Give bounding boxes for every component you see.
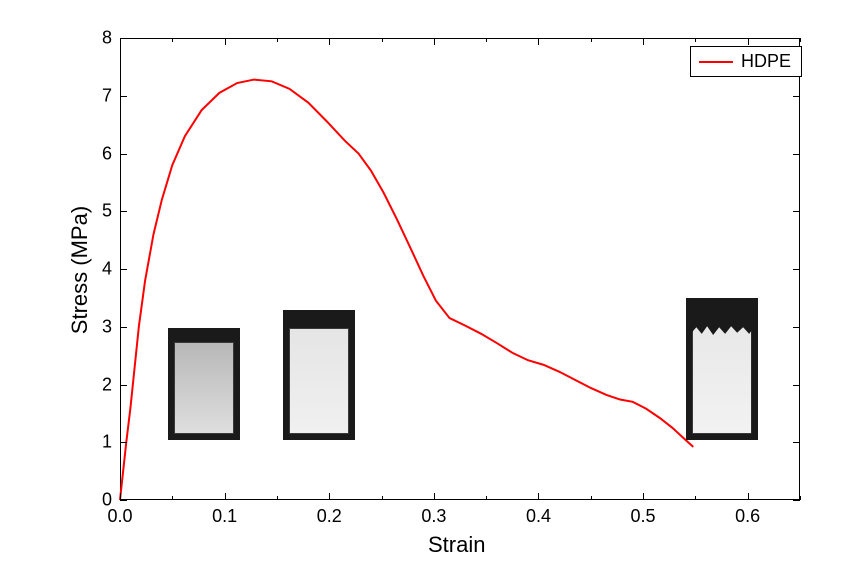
x-axis-label: Strain [428, 532, 485, 558]
inset-sample-3 [692, 324, 752, 434]
legend-line [699, 61, 733, 63]
y-tick-label: 4 [92, 259, 112, 280]
x-tick-mark-top [120, 38, 121, 45]
y-tick-label: 5 [92, 201, 112, 222]
x-minor-tick-top [486, 38, 487, 42]
x-minor-tick [277, 496, 278, 500]
x-tick-mark [225, 493, 226, 500]
x-minor-tick [800, 496, 801, 500]
x-minor-tick [382, 496, 383, 500]
y-tick-mark-right [793, 500, 800, 501]
y-tick-mark-right [793, 211, 800, 212]
y-axis-label: Stress (MPa) [67, 200, 93, 340]
y-tick-mark [120, 269, 127, 270]
x-minor-tick [486, 496, 487, 500]
legend: HDPE [690, 46, 802, 77]
legend-label: HDPE [741, 51, 791, 72]
y-tick-mark [120, 211, 127, 212]
x-tick-mark-top [538, 38, 539, 45]
inset-photo-3 [686, 298, 758, 440]
x-tick-mark-top [225, 38, 226, 45]
chart-container: HDPE Strain Stress (MPa) 0.00.10.20.30.4… [0, 0, 867, 587]
y-tick-mark [120, 38, 127, 39]
y-tick-mark-right [793, 154, 800, 155]
x-minor-tick-top [382, 38, 383, 42]
y-tick-mark-right [793, 327, 800, 328]
x-tick-mark [643, 493, 644, 500]
y-tick-mark [120, 442, 127, 443]
x-tick-label: 0.1 [212, 506, 237, 527]
y-tick-label: 1 [92, 432, 112, 453]
x-minor-tick-top [172, 38, 173, 42]
x-minor-tick [172, 496, 173, 500]
x-minor-tick-top [800, 38, 801, 42]
y-tick-label: 8 [92, 28, 112, 49]
y-tick-label: 6 [92, 143, 112, 164]
y-tick-label: 7 [92, 85, 112, 106]
y-tick-mark-right [793, 96, 800, 97]
y-tick-label: 3 [92, 316, 112, 337]
x-tick-mark [120, 493, 121, 500]
x-minor-tick-top [591, 38, 592, 42]
x-tick-mark-top [434, 38, 435, 45]
inset-sample-1 [174, 342, 234, 434]
y-tick-mark-right [793, 38, 800, 39]
x-minor-tick [591, 496, 592, 500]
x-tick-label: 0.3 [421, 506, 446, 527]
y-tick-mark [120, 96, 127, 97]
x-tick-label: 0.6 [735, 506, 760, 527]
x-tick-mark [434, 493, 435, 500]
x-tick-mark-top [748, 38, 749, 45]
inset-sample-2 [289, 328, 349, 434]
y-tick-mark [120, 385, 127, 386]
x-tick-mark [748, 493, 749, 500]
x-tick-label: 0.2 [317, 506, 342, 527]
x-tick-mark [538, 493, 539, 500]
inset-photo-2 [283, 310, 355, 440]
x-tick-label: 0.5 [631, 506, 656, 527]
x-minor-tick-top [277, 38, 278, 42]
x-tick-mark-top [643, 38, 644, 45]
y-tick-mark-right [793, 442, 800, 443]
x-minor-tick [695, 496, 696, 500]
y-tick-mark [120, 327, 127, 328]
x-tick-label: 0.4 [526, 506, 551, 527]
y-tick-label: 2 [92, 374, 112, 395]
x-tick-mark [329, 493, 330, 500]
y-tick-mark [120, 154, 127, 155]
x-minor-tick-top [695, 38, 696, 42]
x-tick-mark-top [329, 38, 330, 45]
y-tick-mark-right [793, 385, 800, 386]
y-tick-mark [120, 500, 127, 501]
y-tick-label: 0 [92, 490, 112, 511]
y-tick-mark-right [793, 269, 800, 270]
inset-photo-1 [168, 328, 240, 440]
